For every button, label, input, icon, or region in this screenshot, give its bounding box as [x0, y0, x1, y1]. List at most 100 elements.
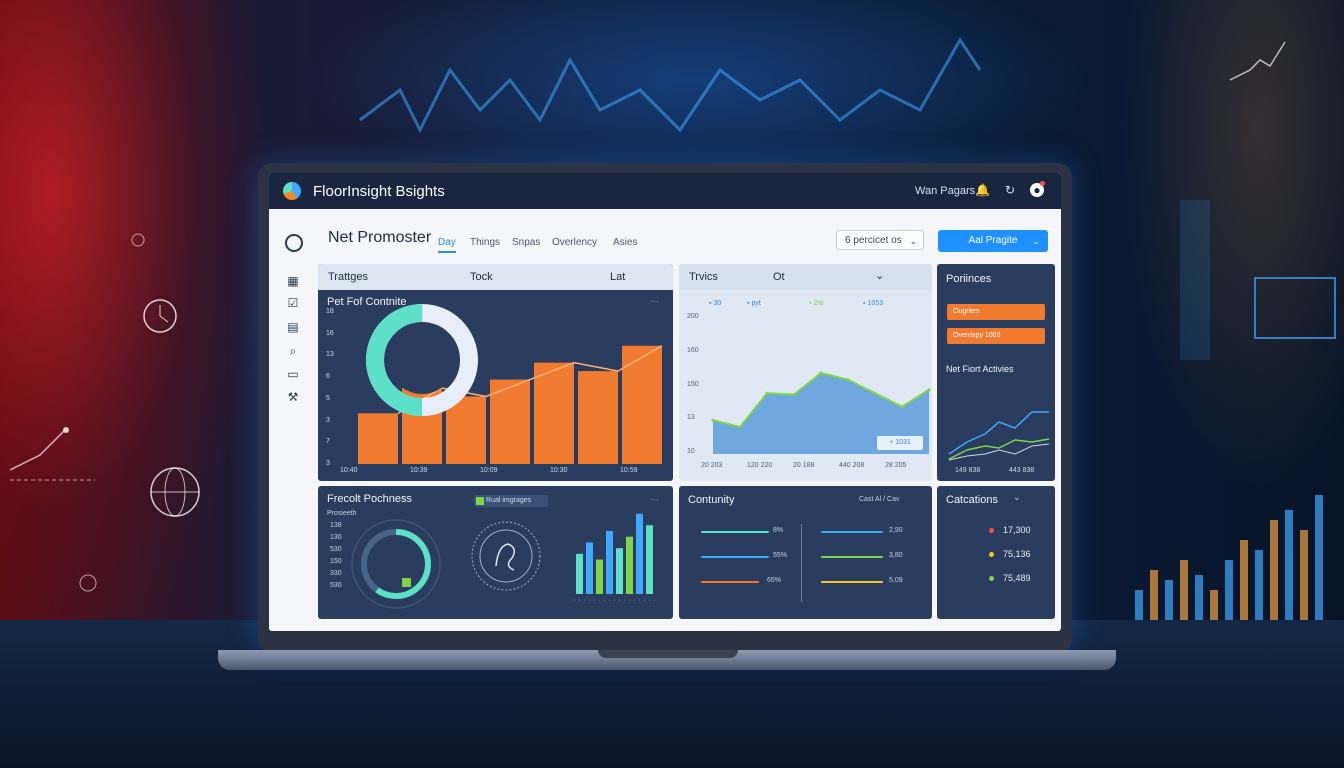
magnify-icon[interactable]: ⌕ — [289, 344, 297, 358]
x-tick-label: 120 220 — [747, 462, 773, 469]
bar-top-line — [397, 345, 663, 414]
data-point[interactable] — [738, 425, 742, 429]
panel-area-chart: Trvics Ot ⌄ ▪ 30 ▪ pyt ▪ 2% ▪ 1053 200 16… — [679, 264, 932, 481]
x-tick-label: 28 205 — [885, 462, 907, 469]
data-point[interactable] — [846, 378, 850, 382]
x-tick-label: 149 838 — [955, 467, 981, 474]
priority-chip[interactable]: Overrispy 1003 — [947, 328, 1045, 344]
gauge-chart — [351, 519, 541, 609]
bar[interactable] — [578, 371, 618, 464]
background-right-glow — [1064, 0, 1344, 640]
data-point[interactable] — [927, 388, 931, 392]
left-tick-label: 530 — [330, 582, 342, 589]
legend-item: ▪ pyt — [747, 300, 761, 307]
calendar-icon[interactable]: ▦ — [287, 274, 299, 288]
bell-icon[interactable]: 🔔 — [975, 183, 990, 197]
bar[interactable] — [446, 396, 486, 464]
y-tick-label: 5 — [326, 394, 330, 402]
y-tick-label: 6 — [326, 373, 330, 381]
period-select-value: 6 percicet os — [845, 235, 902, 246]
bar[interactable] — [534, 362, 574, 464]
row-value-right: 5,09 — [889, 577, 903, 584]
x-tick-label: 10:39 — [410, 467, 428, 474]
panel-subtitle: Net Fiort Activies — [946, 364, 1014, 374]
legend-item: ▪ 2% — [809, 300, 824, 307]
chevron-down-icon: ⌄ — [1032, 236, 1040, 246]
tag-label: Rual imgrages — [474, 495, 548, 507]
row-value-right: 3,80 — [889, 552, 903, 559]
data-point[interactable] — [873, 391, 877, 395]
chevron-down-icon[interactable]: ⌄ — [875, 270, 885, 282]
legend-item: ▪ 1053 — [863, 300, 884, 307]
data-point[interactable] — [765, 391, 769, 395]
search-icon[interactable] — [285, 234, 303, 252]
period-select[interactable]: 6 percicet os ⌄ — [836, 230, 924, 250]
gauge-progress — [361, 529, 431, 599]
activity-line-chart — [948, 411, 1050, 461]
avatar-icon[interactable]: ● — [1030, 183, 1044, 197]
bar[interactable] — [636, 513, 643, 594]
bar[interactable] — [616, 548, 623, 594]
row-value-left: 55% — [773, 552, 788, 559]
sidebar: ▦ ☑ ▤ ⌕ ▭ ⚒ — [269, 209, 315, 631]
tag-swatch — [476, 497, 484, 505]
tab-asies[interactable]: Asies — [613, 237, 638, 248]
bar[interactable] — [622, 345, 662, 464]
bar[interactable] — [626, 536, 633, 594]
panel-header: Trattges Tock Lat — [318, 264, 673, 290]
bar[interactable] — [490, 379, 530, 464]
check-icon[interactable]: ☑ — [287, 296, 299, 310]
tab-overlency[interactable]: Overlency — [552, 237, 598, 248]
data-point[interactable] — [819, 371, 823, 375]
y-tick-label: 16 — [326, 329, 334, 337]
brand-name: FloorInsight Bsights — [313, 183, 445, 200]
brain-icon — [495, 543, 515, 571]
panel-header: Trvics Ot ⌄ — [679, 264, 932, 290]
progress-line — [701, 556, 769, 558]
panel-bar-chart: Trattges Tock Lat Pet Fof Contnite … 18 1… — [318, 264, 673, 481]
logo-icon[interactable] — [283, 182, 301, 200]
bar-chart — [358, 304, 663, 464]
panel-title: Poriinces — [946, 273, 992, 285]
status-dot-yellow — [989, 552, 994, 557]
panel-subtitle: Cast Al / Cav — [859, 496, 900, 503]
value-badge: + 1031 — [877, 436, 923, 450]
left-tick-label: 330 — [330, 570, 342, 577]
x-tick-label: 10:40 — [340, 467, 358, 474]
folder-icon[interactable]: ▤ — [287, 320, 299, 334]
bar[interactable] — [596, 559, 603, 594]
bar[interactable] — [646, 525, 653, 594]
notification-dot — [1040, 181, 1045, 186]
left-tick-label: 138 — [330, 522, 342, 529]
priority-chip[interactable]: Ougrites — [947, 304, 1045, 320]
left-tick-label: 530 — [330, 546, 342, 553]
more-icon[interactable]: … — [650, 294, 659, 304]
key-icon[interactable]: ⚒ — [287, 390, 299, 404]
y-tick-label: 13 — [326, 351, 334, 359]
data-point[interactable] — [900, 405, 904, 409]
primary-action-label: Aal Pragite — [968, 235, 1018, 246]
y-tick-label: 3 — [326, 460, 330, 467]
tab-things[interactable]: Things — [470, 237, 501, 248]
data-point[interactable] — [792, 393, 796, 397]
data-point[interactable] — [711, 418, 715, 422]
x-tick-label: 10:59 — [620, 467, 638, 474]
tab-day[interactable]: Day — [438, 237, 456, 253]
user-name[interactable]: Wan Pagars — [915, 185, 976, 197]
bar[interactable] — [358, 413, 398, 464]
bar[interactable] — [576, 553, 583, 594]
chat-icon[interactable]: ▭ — [287, 367, 299, 381]
refresh-icon[interactable]: ↻ — [1004, 183, 1016, 197]
more-icon[interactable]: … — [650, 492, 659, 502]
bar[interactable] — [586, 542, 593, 594]
gauge-marker — [402, 578, 411, 587]
primary-action-button[interactable]: Aal Pragite ⌄ — [938, 230, 1048, 252]
divider — [801, 524, 802, 602]
panel-title: Pet Fof Contnite — [327, 296, 407, 308]
tab-snpas[interactable]: Snpas — [512, 237, 541, 248]
chevron-down-icon[interactable]: ⌄ — [1013, 492, 1021, 502]
status-dot-green — [989, 576, 994, 581]
bar[interactable] — [606, 530, 613, 594]
row-value-right: 2,90 — [889, 527, 903, 534]
